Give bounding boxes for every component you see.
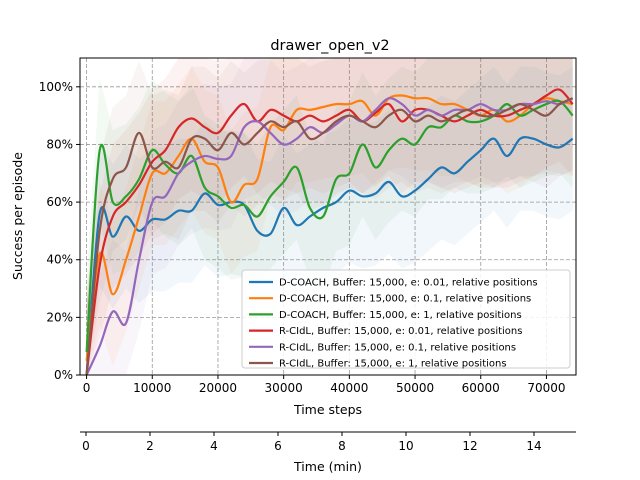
secondary-x-tick-label: 4 [210,439,218,453]
legend: D-COACH, Buffer: 15,000, e: 0.01, relati… [241,269,571,370]
series-lines [85,88,574,376]
legend-entry-3: R-CIdL, Buffer: 15,000, e: 0.01, relativ… [279,326,522,337]
x-tick-label: 20000 [199,381,237,395]
y-tick-label: 60% [46,195,73,209]
secondary-x-tick-label: 12 [462,439,477,453]
variance-band-series-3 [86,58,573,375]
x-tick-label: 50000 [396,381,434,395]
secondary-x-tick-label: 10 [398,439,413,453]
x-tick-label: 0 [83,381,91,395]
y-tick-label: 80% [46,137,73,151]
plot-area-frame [79,57,577,376]
variance-band-series-4 [86,58,573,375]
series-line-4 [85,97,574,376]
y-tick-label: 40% [46,253,73,267]
variance-band-series-5 [86,58,573,375]
y-tick-label: 0% [54,368,73,382]
x-tick-label: 10000 [133,381,171,395]
legend-entry-2: D-COACH, Buffer: 15,000, e: 1, relative … [279,310,522,321]
secondary-x-axis-label: Time (min) [293,459,362,474]
variance-band-series-0 [86,66,573,375]
x-axis-label: Time steps [293,402,362,417]
variance-bands [86,58,573,375]
y-axis-ticks: 0% 20% 40% 60% 80% 100% [39,80,80,382]
secondary-x-axis-ticks: 0 2 4 6 8 10 12 14 [82,432,542,453]
legend-box [241,269,571,369]
legend-entry-0: D-COACH, Buffer: 15,000, e: 0.01, relati… [279,278,538,289]
secondary-x-tick-label: 14 [526,439,541,453]
legend-entry-4: R-CIdL, Buffer: 15,000, e: 0.1, relative… [279,342,516,353]
variance-band-series-1 [86,58,573,375]
x-tick-label: 30000 [265,381,303,395]
series-line-2 [85,99,574,352]
series-line-5 [85,97,574,376]
secondary-x-tick-label: 8 [338,439,346,453]
secondary-x-tick-label: 2 [146,439,154,453]
legend-entry-5: R-CIdL, Buffer: 15,000, e: 1, relative p… [279,359,507,370]
secondary-x-tick-label: 6 [274,439,282,453]
y-tick-label: 100% [39,80,73,94]
y-tick-label: 20% [46,310,73,324]
secondary-x-tick-label: 0 [82,439,90,453]
x-tick-label: 70000 [527,381,565,395]
series-line-0 [85,136,574,376]
y-axis-label: Success per episode [10,152,25,280]
x-tick-label: 60000 [462,381,500,395]
x-tick-label: 40000 [330,381,368,395]
x-axis-ticks: 0 10000 20000 30000 40000 50000 60000 70000 [83,375,566,395]
legend-entry-1: D-COACH, Buffer: 15,000, e: 0.1, relativ… [279,294,531,305]
variance-band-series-2 [86,58,573,375]
chart-title: drawer_open_v2 [270,38,389,54]
